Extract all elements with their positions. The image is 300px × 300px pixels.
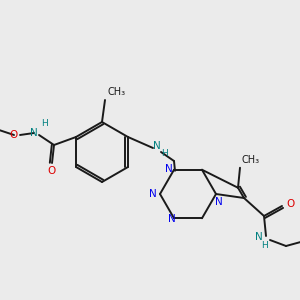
Text: N: N bbox=[153, 141, 161, 151]
Text: N: N bbox=[149, 189, 157, 199]
Text: H: H bbox=[40, 119, 47, 128]
Text: N: N bbox=[165, 164, 173, 174]
Text: H: H bbox=[262, 241, 268, 250]
Text: CH₃: CH₃ bbox=[242, 155, 260, 165]
Text: H: H bbox=[162, 149, 168, 158]
Text: N: N bbox=[30, 128, 38, 138]
Text: CH₃: CH₃ bbox=[108, 87, 126, 97]
Text: O: O bbox=[10, 130, 18, 140]
Text: N: N bbox=[168, 214, 176, 224]
Text: O: O bbox=[286, 199, 294, 209]
Text: N: N bbox=[255, 232, 263, 242]
Text: O: O bbox=[47, 166, 55, 176]
Text: N: N bbox=[215, 197, 223, 207]
